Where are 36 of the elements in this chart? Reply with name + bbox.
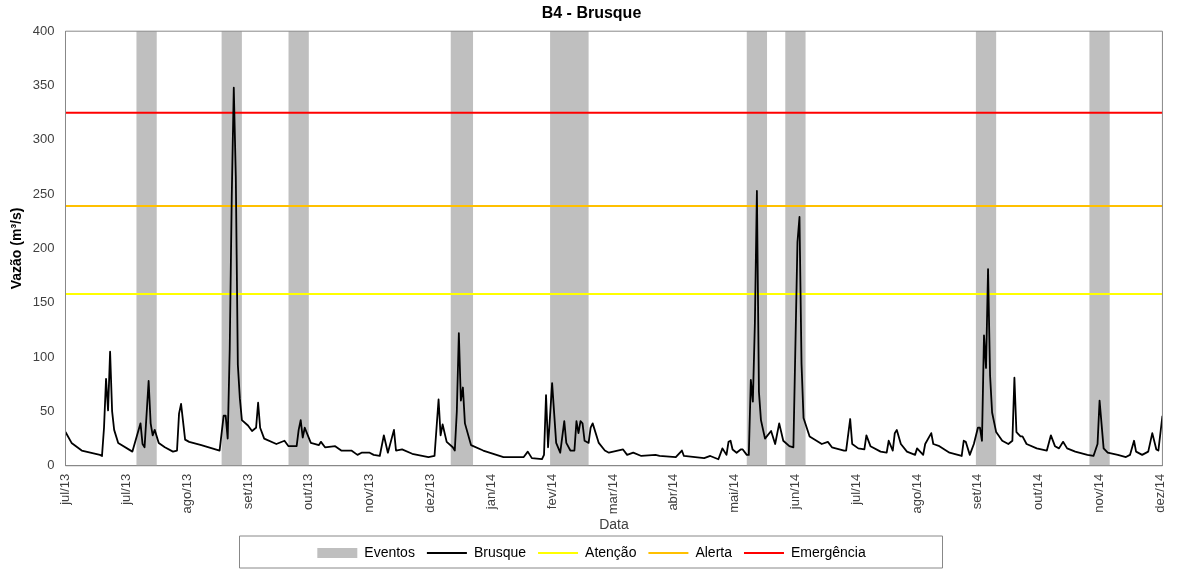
y-tick-label: 0	[47, 457, 55, 473]
x-tick-label: fev/14	[543, 473, 559, 510]
x-tick-label: jul/13	[117, 473, 133, 506]
x-tick-label: jun/14	[787, 473, 803, 511]
legend-label: Eventos	[364, 543, 415, 560]
y-tick-label: 250	[32, 185, 55, 201]
y-axis-title: Vazão (m³/s)	[8, 207, 25, 290]
x-tick-label: nov/14	[1091, 473, 1107, 513]
x-tick-label: nov/13	[361, 473, 377, 513]
x-tick-label: ago/13	[178, 473, 194, 514]
x-tick-label: set/14	[969, 473, 985, 510]
x-axis-title: Data	[599, 516, 629, 533]
x-tick-label: out/13	[300, 473, 316, 510]
legend-label: Atenção	[585, 543, 637, 560]
x-tick-label: jul/13	[57, 473, 73, 506]
x-tick-label: ago/14	[908, 473, 924, 514]
chart-title: B4 - Brusque	[541, 4, 642, 22]
x-tick-label: jan/14	[482, 473, 498, 511]
x-tick-label: abr/14	[665, 473, 681, 511]
legend-label: Emergência	[790, 543, 866, 560]
y-tick-label: 350	[32, 77, 55, 93]
x-tick-label: out/14	[1030, 473, 1046, 510]
y-tick-label: 150	[32, 294, 55, 310]
y-tick-label: 100	[32, 348, 55, 364]
x-tick-label: jul/14	[847, 473, 863, 506]
y-tick-label: 50	[40, 403, 55, 418]
y-tick-label: 400	[32, 22, 55, 38]
legend-label: Alerta	[695, 543, 733, 560]
legend-label: Brusque	[473, 543, 527, 560]
x-tick-label: dez/13	[422, 473, 438, 513]
x-tick-label: mar/14	[604, 473, 620, 515]
x-tick-label: mai/14	[726, 473, 742, 513]
x-tick-label: set/13	[239, 473, 255, 510]
y-tick-label: 200	[32, 240, 55, 256]
y-tick-label: 300	[32, 131, 55, 147]
x-tick-label: dez/14	[1151, 473, 1167, 513]
